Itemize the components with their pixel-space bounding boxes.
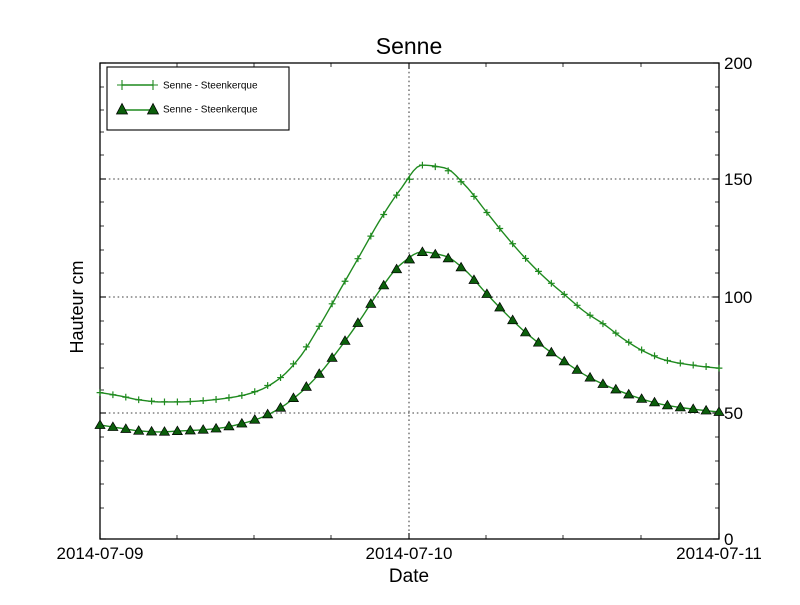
svg-text:Senne - Steenkerque: Senne - Steenkerque [163, 105, 258, 116]
svg-text:2014-07-11: 2014-07-11 [676, 544, 762, 563]
svg-text:Hauteur cm: Hauteur cm [67, 260, 87, 353]
svg-text:50: 50 [724, 404, 743, 423]
svg-text:150: 150 [724, 170, 752, 189]
svg-text:2014-07-09: 2014-07-09 [57, 544, 144, 563]
svg-text:100: 100 [724, 288, 752, 307]
svg-text:200: 200 [724, 54, 752, 73]
svg-text:Senne - Steenkerque: Senne - Steenkerque [163, 81, 258, 92]
svg-text:Senne: Senne [376, 33, 443, 59]
svg-text:Date: Date [389, 566, 429, 587]
svg-text:2014-07-10: 2014-07-10 [366, 544, 453, 563]
